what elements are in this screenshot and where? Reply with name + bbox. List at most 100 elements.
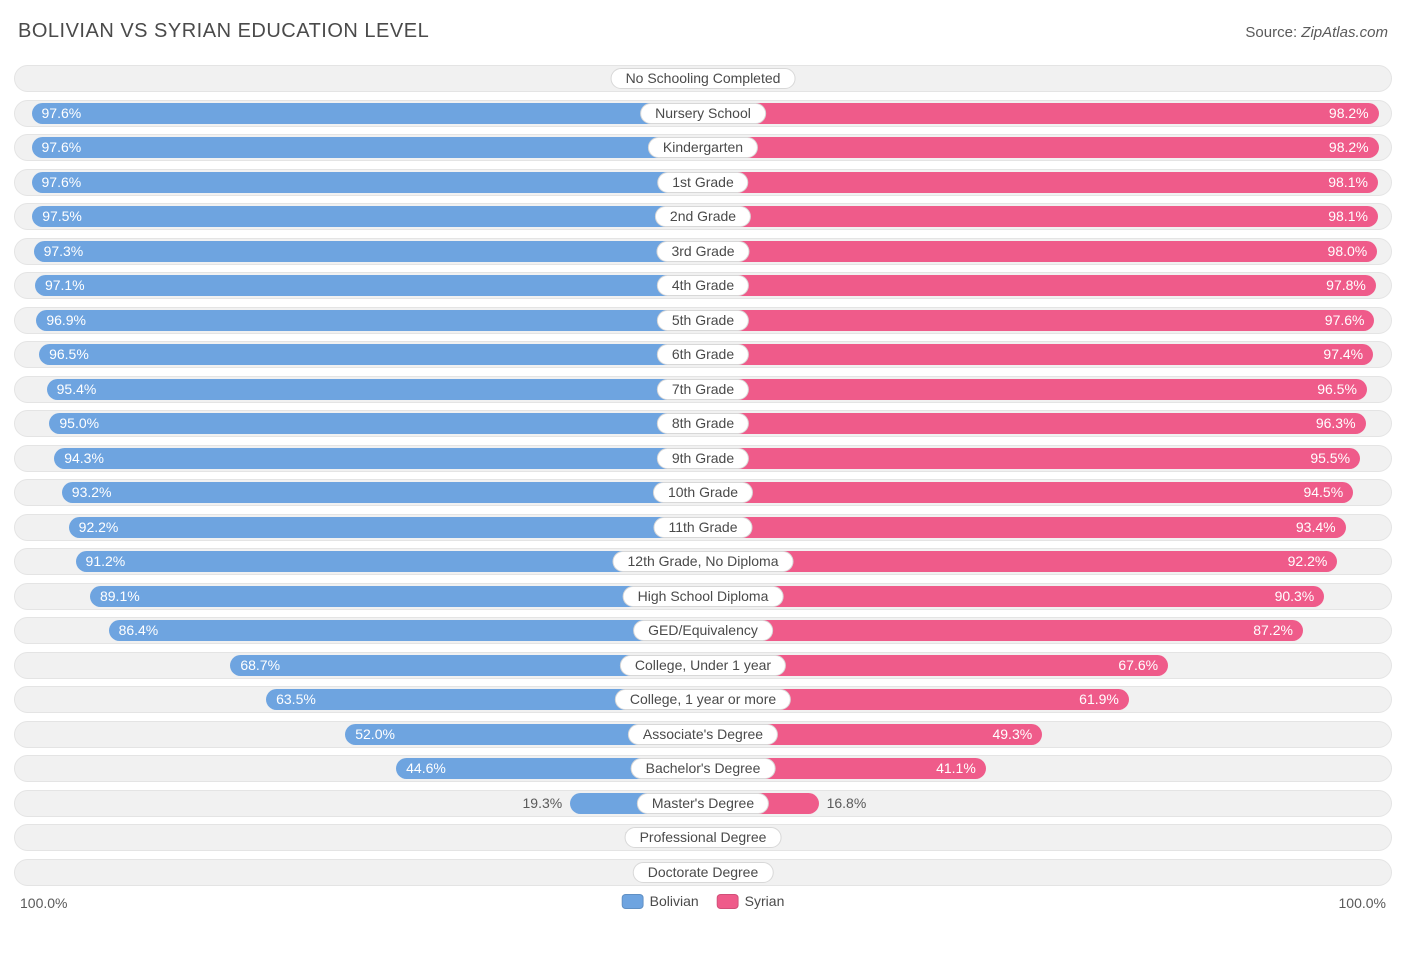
- pct-left: 95.4%: [47, 377, 107, 402]
- bar-left: [109, 620, 703, 641]
- legend-swatch-right: [717, 894, 739, 909]
- chart-row: 44.6%41.1%Bachelor's Degree: [14, 755, 1392, 782]
- category-pill: 6th Grade: [657, 344, 749, 365]
- pct-left: 86.4%: [109, 618, 169, 643]
- category-pill: 1st Grade: [657, 172, 748, 193]
- chart-row: 2.4%1.9%No Schooling Completed: [14, 65, 1392, 92]
- category-pill: GED/Equivalency: [633, 620, 773, 641]
- pct-right: 95.5%: [1300, 446, 1360, 471]
- legend-item-left: Bolivian: [622, 893, 699, 909]
- pct-left: 91.2%: [76, 549, 136, 574]
- bar-left: [39, 344, 703, 365]
- category-pill: 11th Grade: [653, 517, 752, 538]
- bar-right: [703, 586, 1324, 607]
- pct-left: 96.9%: [36, 308, 96, 333]
- bar-right: [703, 379, 1367, 400]
- bar-right: [703, 241, 1377, 262]
- chart-row: 63.5%61.9%College, 1 year or more: [14, 686, 1392, 713]
- bar-left: [90, 586, 703, 607]
- bar-right: [703, 137, 1379, 158]
- bar-left: [49, 413, 703, 434]
- category-pill: 8th Grade: [657, 413, 749, 434]
- pct-right: 90.3%: [1265, 584, 1325, 609]
- diverging-bar-chart: 2.4%1.9%No Schooling Completed97.6%98.2%…: [14, 65, 1392, 886]
- bar-right: [703, 344, 1373, 365]
- chart-source: Source: ZipAtlas.com: [1245, 24, 1388, 41]
- chart-row: 97.1% 97.8% 4th Grade: [14, 272, 1392, 299]
- pct-right: 16.8%: [819, 791, 875, 816]
- pct-right: 61.9%: [1069, 687, 1129, 712]
- pct-right: 98.2%: [1319, 101, 1379, 126]
- chart-row: 94.3% 95.5% 9th Grade: [14, 445, 1392, 472]
- category-pill: College, Under 1 year: [620, 655, 786, 676]
- pct-right: 98.0%: [1318, 239, 1378, 264]
- bar-left: [54, 448, 703, 469]
- bar-left: [47, 379, 703, 400]
- chart-row: 96.5%97.4%6th Grade: [14, 341, 1392, 368]
- source-value: ZipAtlas.com: [1301, 24, 1388, 41]
- pct-left: 19.3%: [515, 791, 571, 816]
- pct-left: 97.1%: [35, 273, 95, 298]
- bar-right: [703, 551, 1337, 572]
- category-pill: High School Diploma: [623, 586, 784, 607]
- pct-left: 44.6%: [396, 756, 456, 781]
- category-pill: 4th Grade: [657, 275, 749, 296]
- bar-right: [703, 482, 1353, 503]
- chart-title: BOLIVIAN VS SYRIAN EDUCATION LEVEL: [18, 20, 429, 43]
- bar-left: [34, 241, 703, 262]
- chart-row: 97.3%98.0%3rd Grade: [14, 238, 1392, 265]
- chart-row: 2.4%2.1%Doctorate Degree: [14, 859, 1392, 886]
- chart-row: 68.7% 67.6% College, Under 1 year: [14, 652, 1392, 679]
- chart-row: 5.6%5.2%Professional Degree: [14, 824, 1392, 851]
- category-pill: College, 1 year or more: [615, 689, 791, 710]
- pct-left: 93.2%: [62, 480, 122, 505]
- chart-row: 95.0%96.3%8th Grade: [14, 410, 1392, 437]
- chart-row: 19.3% 16.8% Master's Degree: [14, 790, 1392, 817]
- chart-legend: Bolivian Syrian: [622, 893, 785, 909]
- chart-row: 52.0%49.3%Associate's Degree: [14, 721, 1392, 748]
- pct-left: 97.5%: [32, 204, 92, 229]
- category-pill: 9th Grade: [657, 448, 749, 469]
- category-pill: Doctorate Degree: [633, 862, 774, 883]
- chart-row: 96.9%97.6%5th Grade: [14, 307, 1392, 334]
- category-pill: 2nd Grade: [655, 206, 751, 227]
- bar-left: [69, 517, 703, 538]
- pct-right: 67.6%: [1108, 653, 1168, 678]
- category-pill: No Schooling Completed: [611, 68, 796, 89]
- legend-label-left: Bolivian: [650, 893, 699, 909]
- bar-right: [703, 206, 1378, 227]
- pct-left: 94.3%: [54, 446, 114, 471]
- chart-row: 97.6%98.2%Kindergarten: [14, 134, 1392, 161]
- category-pill: Master's Degree: [637, 793, 769, 814]
- pct-right: 97.4%: [1313, 342, 1373, 367]
- legend-label-right: Syrian: [745, 893, 785, 909]
- bar-right: [703, 413, 1366, 434]
- category-pill: 10th Grade: [653, 482, 753, 503]
- chart-row: 97.6%98.2%Nursery School: [14, 100, 1392, 127]
- chart-row: 92.2%93.4%11th Grade: [14, 514, 1392, 541]
- chart-row: 89.1%90.3%High School Diploma: [14, 583, 1392, 610]
- bar-left: [32, 206, 703, 227]
- pct-left: 97.6%: [32, 101, 92, 126]
- pct-right: 98.1%: [1318, 204, 1378, 229]
- pct-right: 94.5%: [1293, 480, 1353, 505]
- chart-header: BOLIVIAN VS SYRIAN EDUCATION LEVEL Sourc…: [14, 20, 1392, 43]
- pct-right: 96.3%: [1306, 411, 1366, 436]
- chart-footer: 100.0% Bolivian Syrian 100.0%: [14, 893, 1392, 917]
- category-pill: Kindergarten: [648, 137, 758, 158]
- bar-right: [703, 620, 1303, 641]
- category-pill: Bachelor's Degree: [631, 758, 776, 779]
- pct-right: 93.4%: [1286, 515, 1346, 540]
- pct-right: 97.6%: [1315, 308, 1375, 333]
- category-pill: 12th Grade, No Diploma: [613, 551, 794, 572]
- category-pill: 7th Grade: [657, 379, 749, 400]
- legend-swatch-left: [622, 894, 644, 909]
- chart-row: 97.5% 98.1% 2nd Grade: [14, 203, 1392, 230]
- bar-left: [62, 482, 703, 503]
- pct-left: 68.7%: [230, 653, 290, 678]
- chart-row: 86.4%87.2%GED/Equivalency: [14, 617, 1392, 644]
- category-pill: 3rd Grade: [656, 241, 749, 262]
- pct-right: 92.2%: [1278, 549, 1338, 574]
- bar-left: [32, 137, 703, 158]
- pct-right: 97.8%: [1316, 273, 1376, 298]
